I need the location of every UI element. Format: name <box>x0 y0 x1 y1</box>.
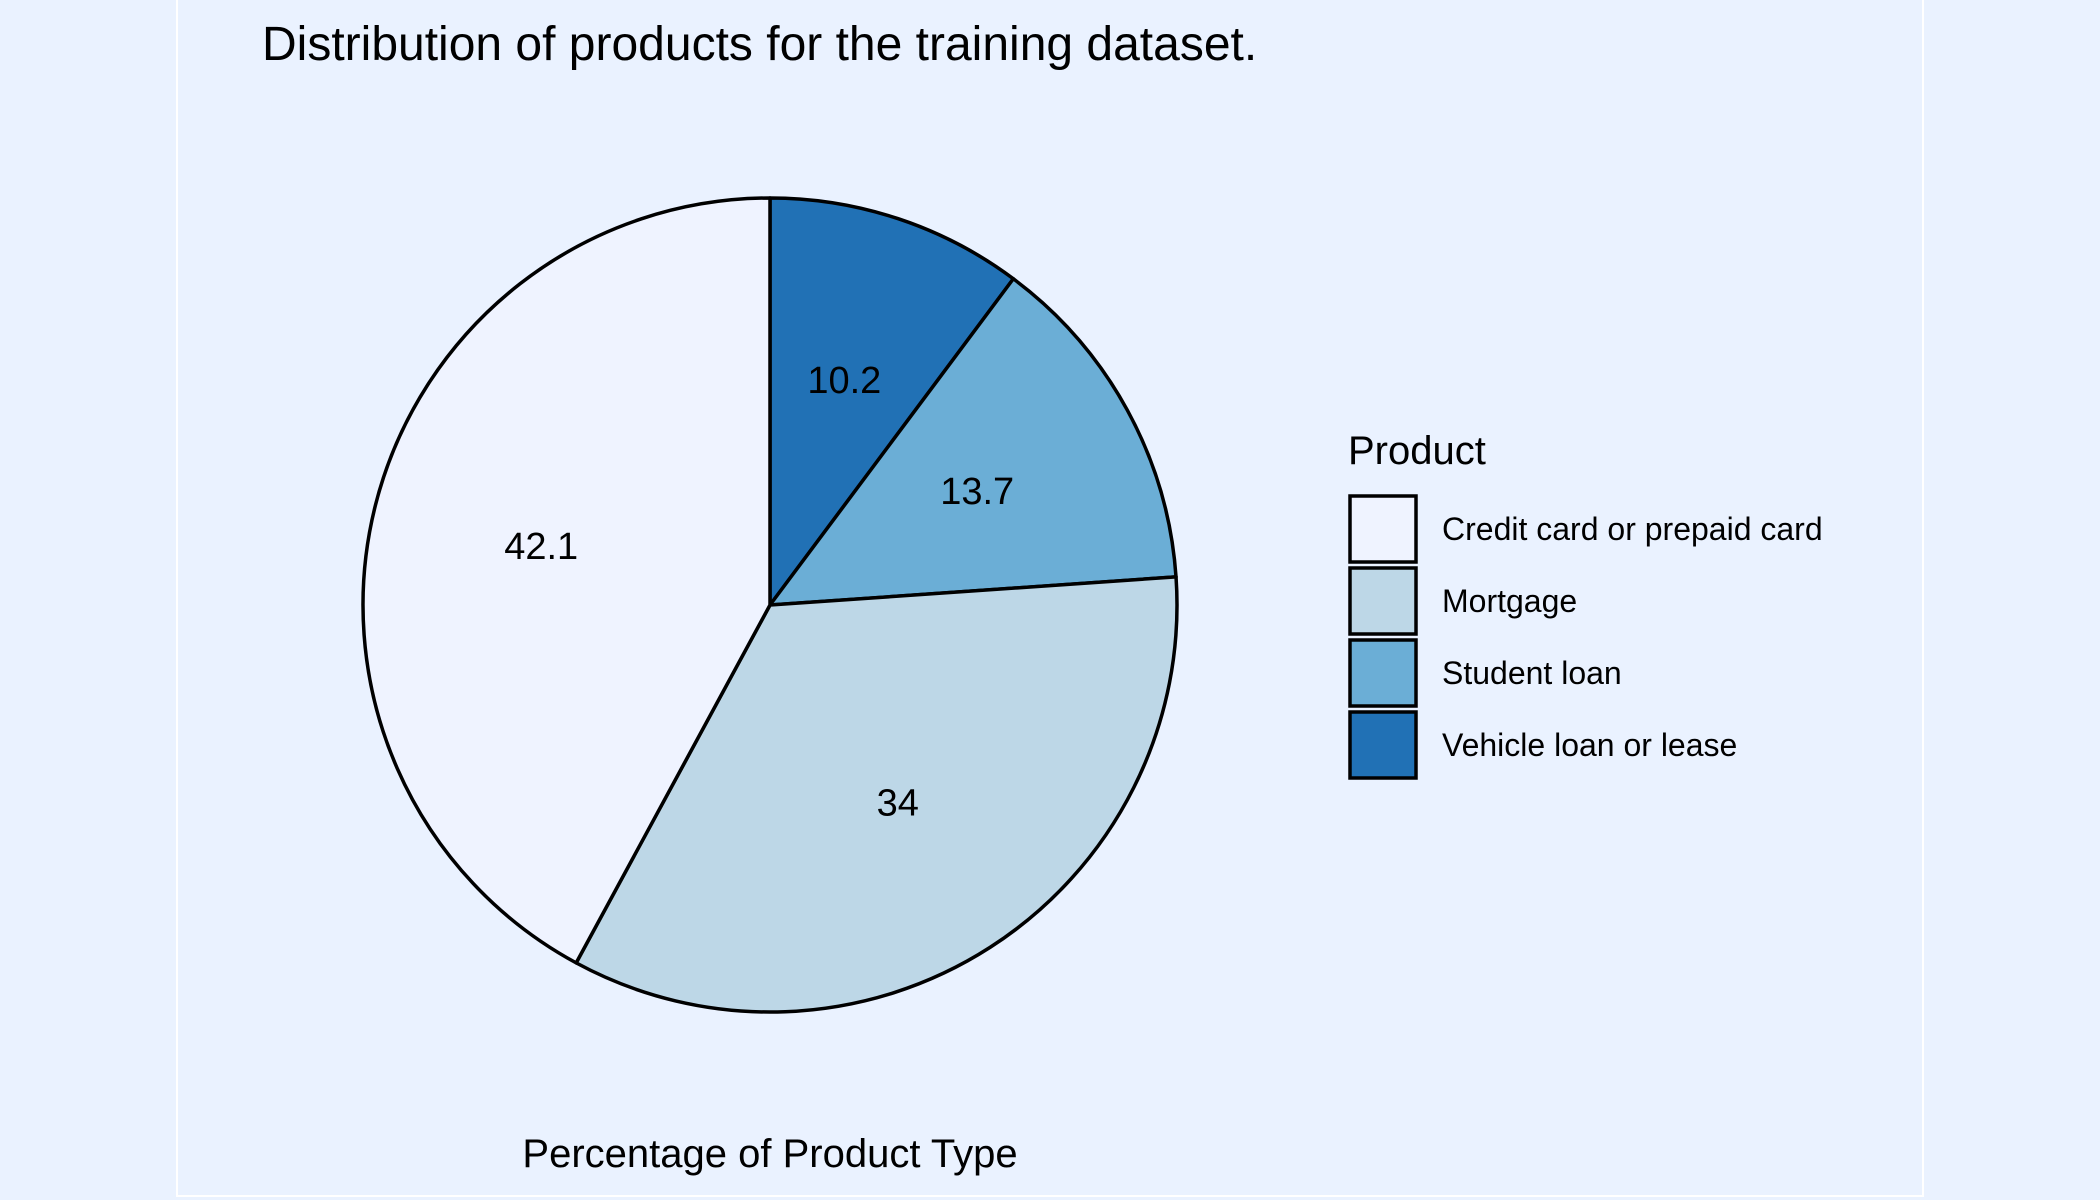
pie-slice-credit-card-or-prepaid-card <box>361 196 772 965</box>
legend-key-student-loan <box>1348 638 1418 708</box>
pie-slice-labels: 10.2 13.7 34 42.1 <box>504 360 1014 825</box>
legend-key-credit-card-or-prepaid-card <box>1348 494 1418 564</box>
chart-title: Distribution of products for the trainin… <box>262 18 1257 71</box>
legend-label-student-loan: Student loan <box>1442 655 1622 691</box>
plot-panel <box>176 0 1924 1197</box>
legend-title: Product <box>1348 429 1486 473</box>
legend-key-vehicle-loan-or-lease <box>1348 710 1418 780</box>
legend-items: Credit card or prepaid card Mortgage Stude… <box>1348 494 1823 780</box>
slice-label-mortgage: 34 <box>877 783 919 825</box>
legend-label-credit-card-or-prepaid-card: Credit card or prepaid card <box>1442 511 1823 547</box>
legend: Product Credit card or prepaid card Mortg… <box>1348 429 1823 780</box>
pie-slice-student-loan <box>768 277 1178 607</box>
slice-label-vehicle-loan-or-lease: 10.2 <box>807 360 881 402</box>
legend-label-vehicle-loan-or-lease: Vehicle loan or lease <box>1442 727 1737 763</box>
chart-caption: Percentage of Product Type <box>522 1132 1017 1176</box>
legend-label-mortgage: Mortgage <box>1442 583 1577 619</box>
slice-label-student-loan: 13.7 <box>940 471 1014 513</box>
legend-key-mortgage <box>1348 566 1418 636</box>
pie-slice-vehicle-loan-or-lease <box>768 196 1016 607</box>
pie-slices <box>361 196 1179 1014</box>
slice-label-credit-card-or-prepaid-card: 42.1 <box>504 526 578 568</box>
